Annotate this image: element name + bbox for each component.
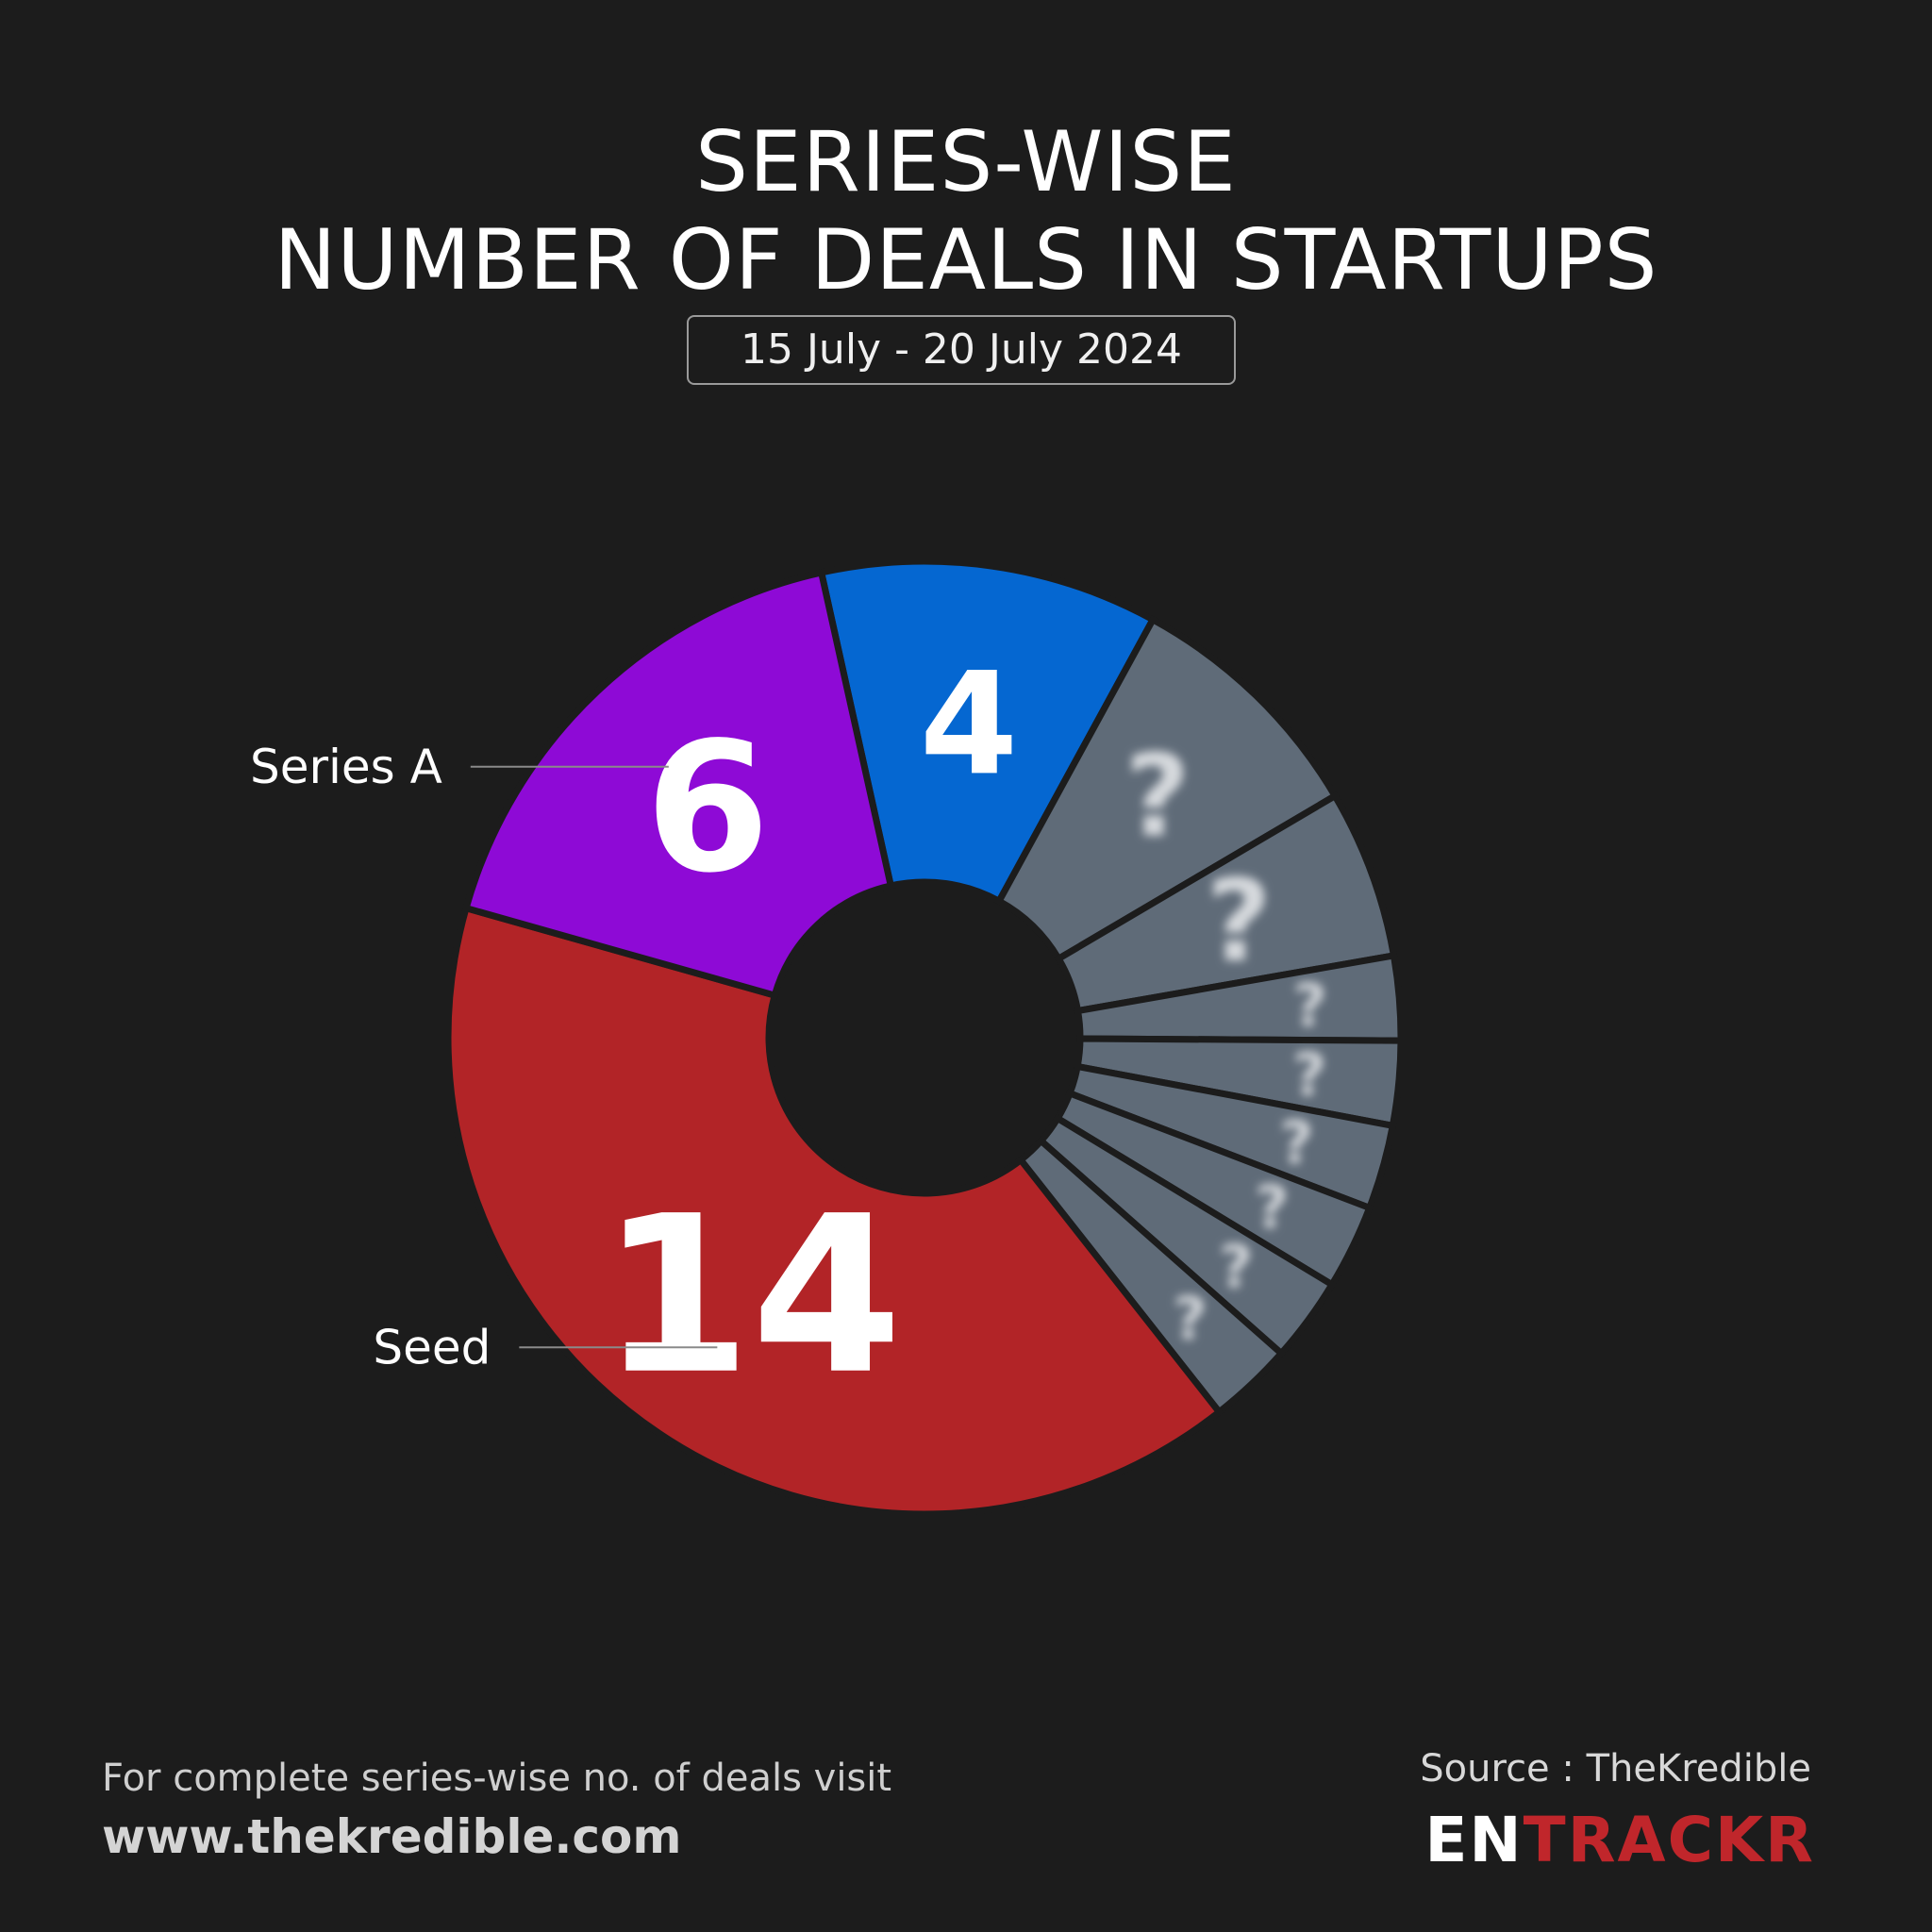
entrackr-logo: ENTRACKR: [1424, 1804, 1815, 1876]
pie-slice-10: [461, 568, 895, 1000]
slice-value-label-10: 6: [645, 704, 770, 912]
chart-title: SERIES-WISE NUMBER OF DEALS IN STARTUPS: [0, 113, 1932, 309]
slice-value-label-7: ?: [1219, 1233, 1253, 1302]
logo-part-en: EN: [1424, 1804, 1524, 1876]
category-label-9: Seed: [373, 1320, 491, 1374]
slice-value-label-2: ?: [1206, 857, 1272, 988]
title-line-1: SERIES-WISE: [695, 113, 1237, 210]
footer-note: For complete series-wise no. of deals vi…: [102, 1757, 892, 1800]
logo-part-trackr: TRACKR: [1523, 1804, 1815, 1876]
slice-value-label-1: ?: [1124, 731, 1191, 862]
slice-value-label-3: ?: [1293, 971, 1327, 1040]
pie-slice-0: [817, 558, 1158, 906]
slice-value-label-5: ?: [1280, 1108, 1314, 1177]
slice-value-label-6: ?: [1255, 1174, 1289, 1242]
title-line-2: NUMBER OF DEALS IN STARTUPS: [274, 211, 1658, 308]
pie-slice-1: [994, 615, 1340, 964]
pie-slice-9: [444, 904, 1224, 1518]
footer-url[interactable]: www.thekredible.com: [102, 1809, 682, 1864]
date-range-badge: 15 July - 20 July 2024: [687, 315, 1236, 385]
slice-value-label-0: 4: [920, 642, 1018, 807]
source-credit: Source : TheKredible: [1420, 1747, 1811, 1790]
slice-value-label-9: 14: [600, 1171, 902, 1423]
slice-value-label-8: ?: [1173, 1285, 1207, 1354]
category-label-10: Series A: [250, 740, 442, 794]
slice-value-label-4: ?: [1292, 1041, 1326, 1109]
